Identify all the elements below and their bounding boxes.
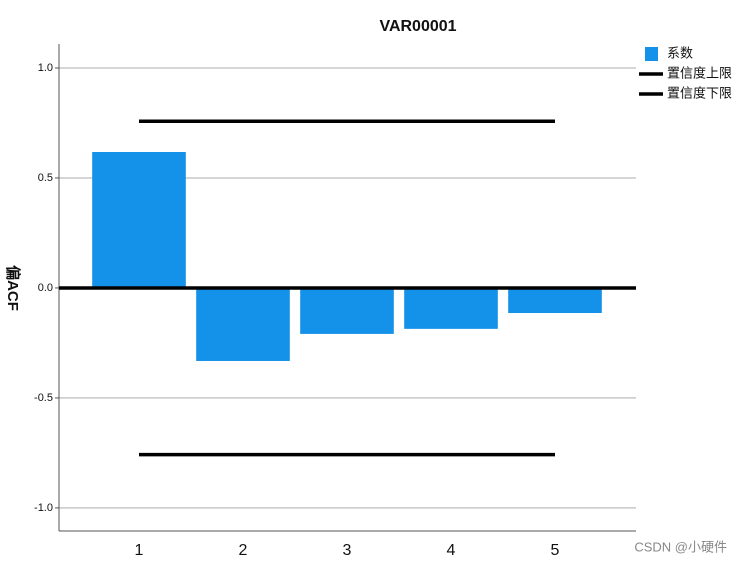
x-tick-label: 5	[551, 542, 560, 559]
y-tick-label: -0.5	[34, 392, 53, 404]
y-tick-label: 0.5	[38, 172, 53, 184]
x-tick-label: 4	[447, 542, 456, 559]
bar	[508, 287, 602, 314]
bar	[300, 287, 394, 334]
watermark: CSDN @小硬件	[634, 539, 727, 554]
x-tick-label: 3	[343, 542, 352, 559]
bar	[196, 287, 290, 361]
legend-swatch	[645, 47, 658, 61]
y-tick-label: 1.0	[38, 62, 53, 74]
x-tick-label: 1	[135, 542, 144, 559]
bar	[404, 287, 498, 329]
legend-label: 置信度上限	[667, 65, 732, 80]
chart-title: VAR00001	[379, 18, 456, 35]
legend-label: 置信度下限	[667, 85, 732, 100]
y-tick-label: 0.0	[38, 282, 53, 294]
y-axis-label: 偏ACF	[4, 265, 22, 311]
y-tick-label: -1.0	[34, 502, 53, 514]
x-tick-label: 2	[239, 542, 248, 559]
legend-label: 系数	[667, 45, 693, 60]
bar	[92, 152, 186, 288]
